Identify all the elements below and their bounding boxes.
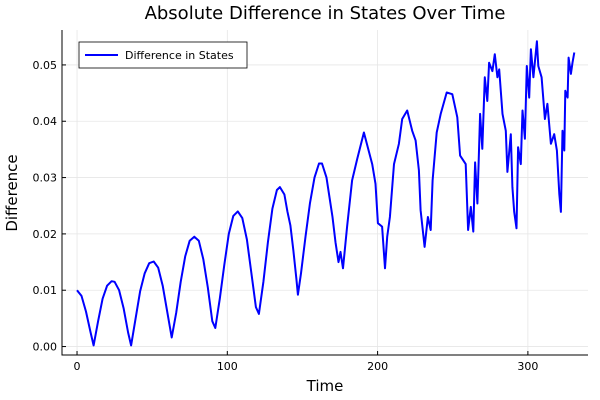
x-tick-label: 0: [74, 360, 81, 373]
x-tick-label: 200: [367, 360, 388, 373]
y-tick-label: 0.02: [33, 228, 58, 241]
y-axis-label: Difference: [3, 154, 21, 231]
y-tick-label: 0.00: [33, 341, 58, 354]
x-tick-label: 100: [217, 360, 238, 373]
axes: [61, 30, 588, 356]
tick-labels: 0 100 200 300 0.00 0.01 0.02 0.03 0.04 0.05: [33, 59, 539, 373]
grid: [62, 30, 588, 355]
y-tick-label: 0.05: [33, 59, 58, 72]
x-axis-label: Time: [306, 377, 344, 395]
legend-label: Difference in States: [125, 49, 234, 62]
y-tick-label: 0.01: [33, 284, 58, 297]
chart-title: Absolute Difference in States Over Time: [145, 3, 506, 24]
y-tick-label: 0.04: [33, 115, 58, 128]
x-tick-label: 300: [517, 360, 538, 373]
legend: Difference in States: [78, 41, 248, 69]
series-line-difference-in-states: [76, 40, 576, 347]
y-tick-label: 0.03: [33, 172, 58, 185]
